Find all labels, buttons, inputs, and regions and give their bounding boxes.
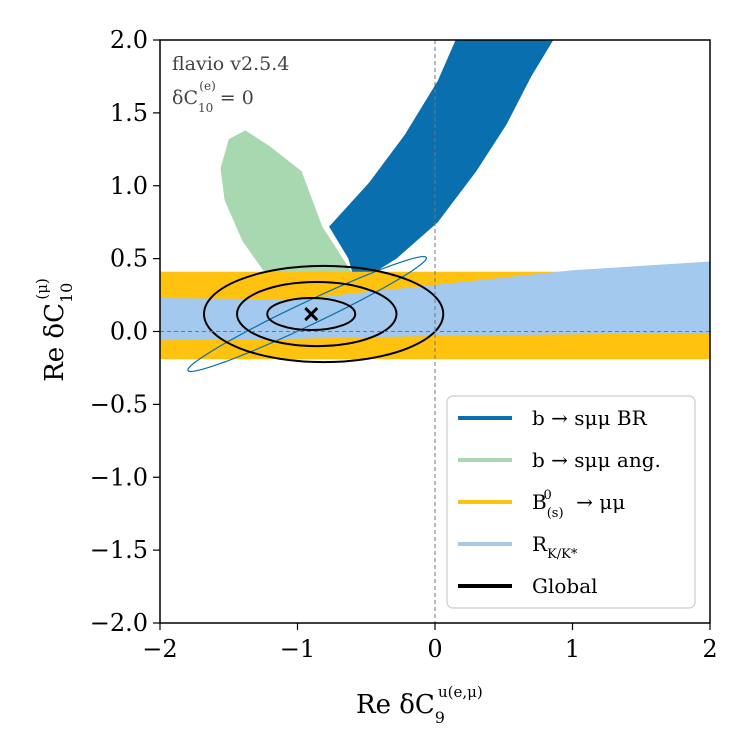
x-axis-label: Re δC9u(e,μ) xyxy=(356,683,483,727)
best-fit-marker xyxy=(304,306,319,322)
x-tick-label: −1 xyxy=(280,635,315,663)
svg-text:Re δC9u(e,μ): Re δC9u(e,μ) xyxy=(356,683,483,727)
y-tick-label: 0.5 xyxy=(110,245,148,273)
x-tick-label: −2 xyxy=(142,635,177,663)
global-contour-3 xyxy=(203,264,445,364)
y-tick-label: 1.5 xyxy=(110,99,148,127)
y-tick-label: 2.0 xyxy=(110,26,148,54)
band-bsmm-ang xyxy=(220,130,353,284)
legend-label: b → sμμ ang. xyxy=(532,448,661,472)
legend-label: Global xyxy=(532,574,598,598)
svg-text:δC10(e)= 0: δC10(e)= 0 xyxy=(172,79,254,115)
thin-contour-ellipse xyxy=(187,255,428,373)
x-tick-label: 2 xyxy=(702,635,717,663)
legend: b → sμμ BRb → sμμ ang.B(s)0 → μμRK/K*Glo… xyxy=(446,395,696,609)
global-contour-2 xyxy=(236,280,398,348)
x-tick-label: 1 xyxy=(565,635,580,663)
y-tick-label: −1.5 xyxy=(90,536,148,564)
svg-text:Re δC10(μ): Re δC10(μ) xyxy=(33,278,76,382)
y-tick-label: 0.0 xyxy=(110,318,148,346)
x-tick-label: 0 xyxy=(427,635,442,663)
y-tick-label: −2.0 xyxy=(90,609,148,637)
global-contour-1 xyxy=(266,296,357,332)
legend-label: b → sμμ BR xyxy=(532,406,648,430)
legend-frame xyxy=(446,395,696,609)
annotation-condition: δC10(e)= 0 xyxy=(172,79,254,115)
y-tick-label: −1.0 xyxy=(90,463,148,491)
y-axis-label: Re δC10(μ) xyxy=(33,278,76,382)
band-bsmm-br xyxy=(329,40,554,274)
y-tick-label: 1.0 xyxy=(110,172,148,200)
annotation-version: flavio v2.5.4 xyxy=(172,53,289,75)
y-tick-label: −0.5 xyxy=(90,390,148,418)
